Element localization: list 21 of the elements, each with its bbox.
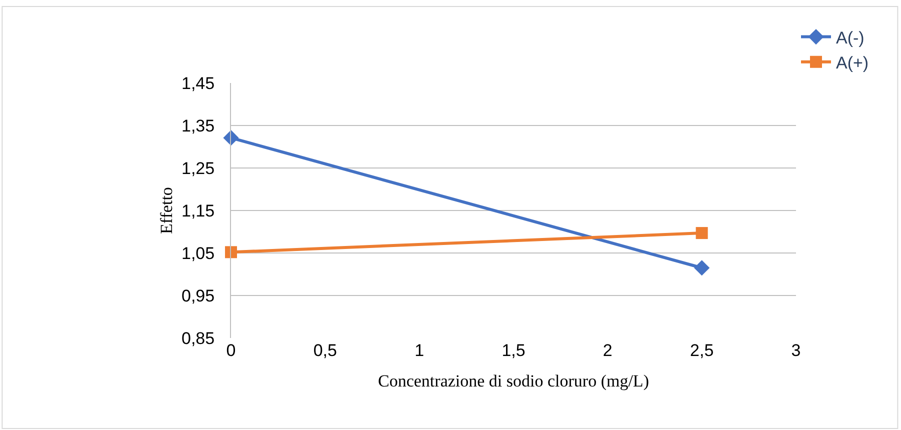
x-tick-label: 1,5	[502, 341, 526, 360]
y-axis-title: Effetto	[157, 187, 176, 234]
y-tick-label: 1,45	[182, 74, 215, 93]
x-axis-title: Concentrazione di sodio cloruro (mg/L)	[378, 371, 649, 390]
legend-label: A(+)	[836, 54, 869, 73]
x-tick-label: 0,5	[313, 341, 337, 360]
x-tick-label: 3	[791, 341, 801, 360]
point	[225, 246, 237, 258]
y-tick-label: 1,05	[182, 244, 215, 263]
y-tick-label: 0,95	[182, 286, 215, 306]
point	[696, 227, 708, 240]
y-tick-label: 0,85	[182, 328, 215, 348]
point	[694, 260, 710, 276]
x-tick-label: 1	[414, 341, 424, 360]
x-tick-label: 0	[226, 341, 236, 360]
legend-label: A(-)	[836, 28, 864, 48]
y-tick-label: 1,35	[182, 116, 215, 136]
x-tick-label: 2,5	[690, 341, 714, 360]
y-tick-label: 1,15	[182, 201, 215, 220]
x-tick-label: 2	[602, 341, 612, 360]
y-tick-label: 1,25	[182, 158, 215, 178]
